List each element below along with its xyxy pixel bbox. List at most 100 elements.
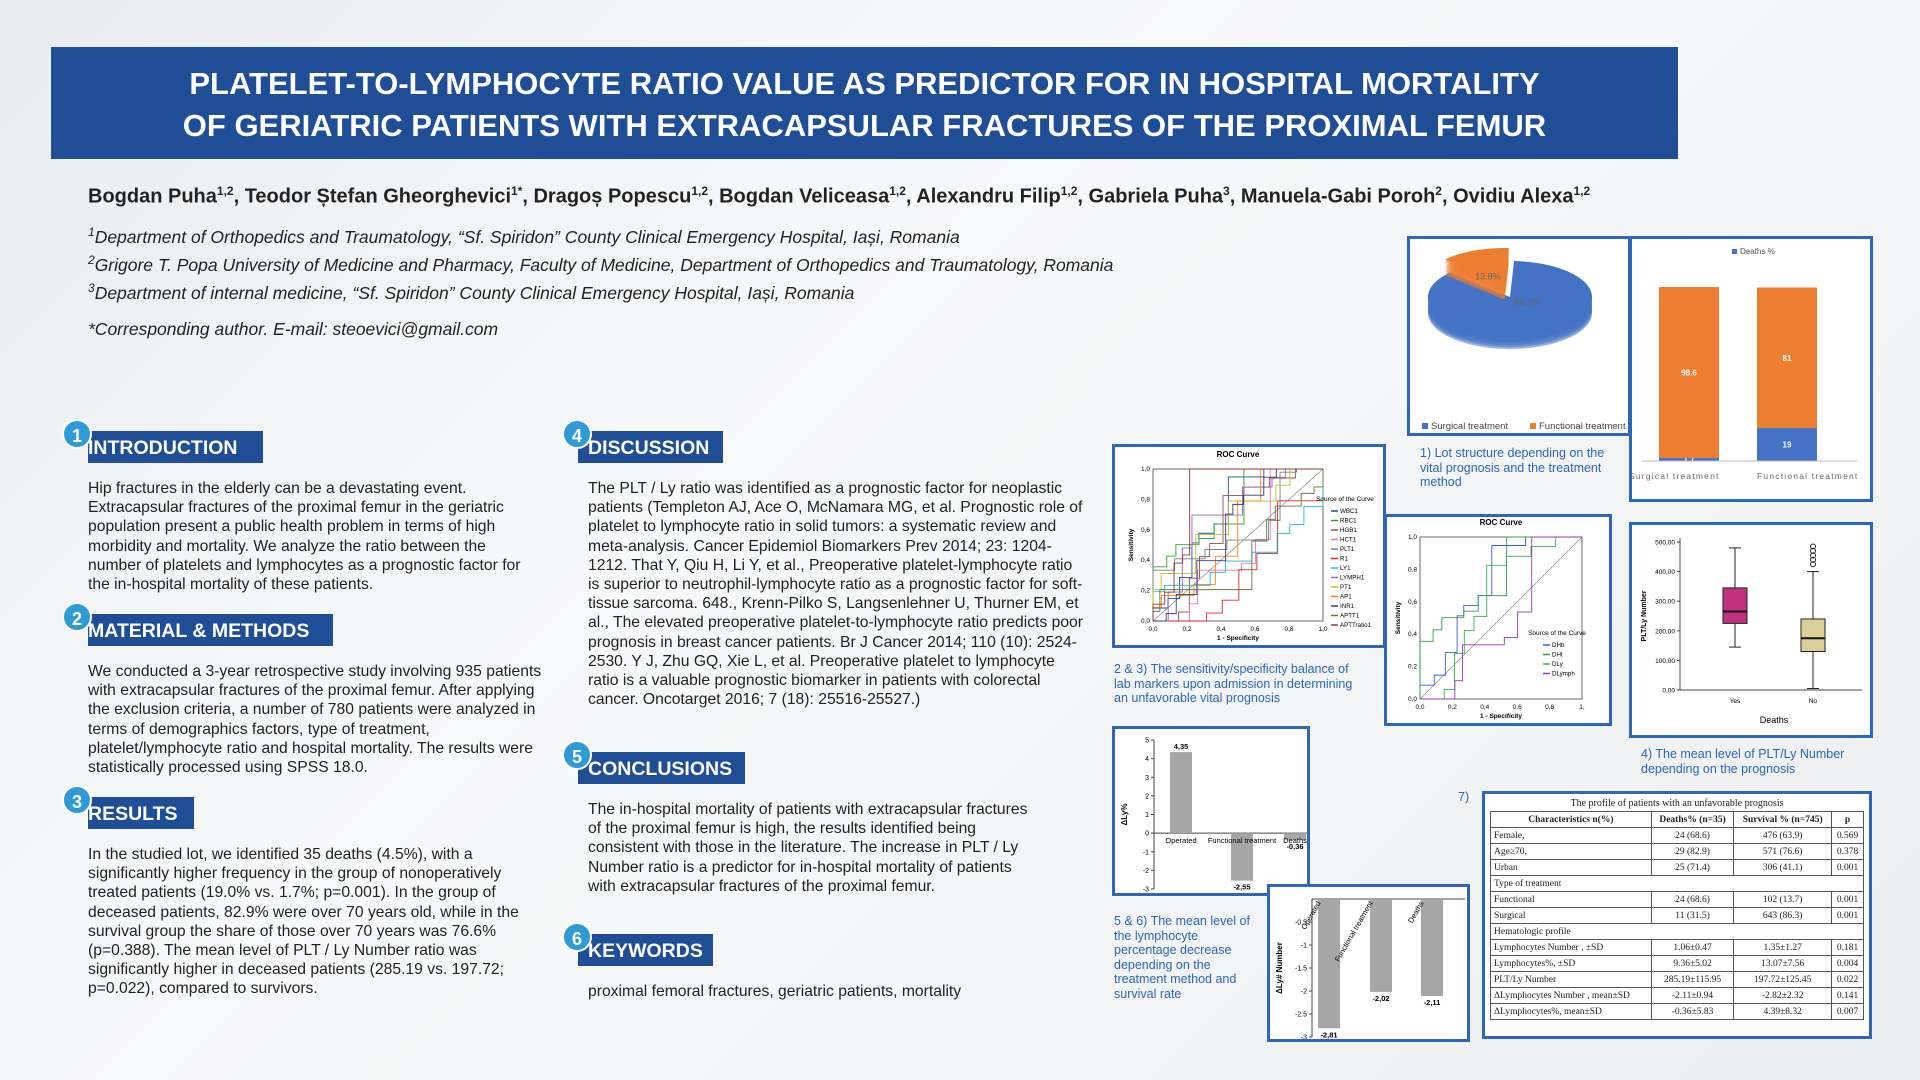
x-tick-label: 0,6	[1250, 626, 1259, 633]
category-label: Functional treatment	[1208, 836, 1277, 845]
box-plot: 0,00 100,00 200,00 300,00 400,00 500,00 PLT/Ly…	[1629, 522, 1873, 738]
table-cell: ΔLymphocytes Number , mean±SD	[1490, 987, 1652, 1004]
legend-label: APTTratio1	[1340, 622, 1372, 629]
value-label: 19	[1783, 441, 1792, 450]
x-axis-label: 1 - Specificity	[1217, 635, 1259, 642]
table-header-cell: Characteristics n(%)	[1490, 811, 1652, 828]
pie-slice	[1428, 261, 1592, 333]
stacked-bar-chart: Deaths % 1.7 98.6 Surgical treatment 19 81 Fun…	[1629, 236, 1873, 502]
table: Characteristics n(%) Deaths% (n=35) Surviv…	[1490, 811, 1864, 1020]
value-label: -2,11	[1424, 998, 1441, 1007]
y-tick-label: 2	[1145, 793, 1149, 800]
bar-segment	[1757, 287, 1817, 429]
section-number: 3	[62, 785, 92, 815]
section-text: The in-hospital mortality of patients wi…	[588, 801, 1028, 895]
table-row: Urban 25 (71.4) 306 (41.1) 0.001	[1490, 859, 1864, 876]
author-sup: 1,2	[691, 184, 708, 198]
y-tick-label: 4	[1145, 756, 1149, 763]
y-tick-label: 1,0	[1408, 534, 1417, 541]
table-cell: PLT/Ly Number	[1490, 971, 1652, 988]
legend-label: DLymph	[1552, 671, 1575, 678]
author-name: Bogdan Puha	[88, 185, 217, 208]
y-tick-label: 500,00	[1655, 540, 1675, 547]
section: 4 DISCUSSION The PLT / Ly ratio was identi…	[562, 419, 1083, 709]
legend-label: PT1	[1340, 584, 1352, 591]
table-cell: 4.39±8.32	[1733, 1003, 1833, 1020]
bar-segment	[1659, 458, 1719, 461]
table-cell: 0.569	[1831, 827, 1864, 844]
y-tick-label: -3	[1143, 887, 1149, 894]
value-label: -2,81	[1320, 1030, 1337, 1039]
roc-curve	[1420, 536, 1582, 700]
x-tick-label: 1,	[1579, 704, 1585, 711]
legend-title: Source of the Curve	[1528, 630, 1586, 637]
x-tick-label: 0,8	[1545, 704, 1554, 711]
author-sup: 1*	[511, 184, 523, 198]
affiliation: 2Grigore T. Popa University of Medicine …	[88, 253, 1113, 276]
legend-label: DLy	[1552, 661, 1564, 668]
x-tick-label: 0,0	[1148, 626, 1157, 633]
value-label: 86.2%	[1514, 297, 1540, 307]
bar	[1284, 833, 1306, 840]
outlier	[1810, 543, 1816, 550]
table-cell: 0.181	[1831, 939, 1864, 956]
caption: 4) The mean level of PLT/Ly Number depen…	[1641, 747, 1845, 776]
table-cell: Lymphocytes Number , ±SD	[1490, 939, 1652, 956]
category-label: Deaths	[1283, 836, 1307, 845]
section-heading: MATERIAL & METHODS	[88, 614, 333, 646]
table-row: Surgical 11 (31.5) 643 (86.3) 0.001	[1490, 907, 1864, 924]
y-tick-label: 1	[1145, 812, 1149, 819]
outlier	[1810, 552, 1816, 559]
section-heading: INTRODUCTION	[88, 431, 263, 463]
y-tick-label: -1.5	[1295, 966, 1307, 973]
table-cell: 0.004	[1831, 955, 1864, 972]
value-label: -2,02	[1372, 994, 1389, 1003]
y-tick-label: -0.5	[1295, 920, 1307, 927]
legend-label: WBC1	[1340, 508, 1358, 515]
value-label: 98.6	[1681, 369, 1697, 378]
affiliation: 1Department of Orthopedics and Traumatol…	[88, 225, 960, 248]
authors: Bogdan Puha1,2, Teodor Ștefan Gheorghevi…	[88, 184, 1590, 209]
table-cell: 571 (76.6)	[1733, 843, 1833, 860]
table-cell: 29 (82.9)	[1650, 843, 1735, 860]
table-cell: 0.022	[1831, 971, 1864, 988]
category-label: No	[1809, 698, 1818, 705]
value-label: 1.7	[1683, 456, 1695, 465]
y-tick-label: 0,2	[1408, 664, 1417, 671]
table-header-cell: Deaths% (n=35)	[1650, 811, 1735, 828]
section-heading: CONCLUSIONS	[578, 752, 745, 784]
x-axis-label: Deaths	[1760, 715, 1789, 725]
roc-curve	[1153, 468, 1323, 622]
title-line: OF GERIATRIC PATIENTS WITH EXTRACAPSULAR…	[182, 108, 1547, 143]
table-cell: 1.06±0.47	[1650, 939, 1735, 956]
table-row: PLT/Ly Number 285.19±115.95 197.72±125.45 0…	[1490, 971, 1864, 988]
legend-swatch	[1732, 249, 1737, 254]
section: 5 CONCLUSIONS The in-hospital mortality of…	[562, 740, 1038, 896]
table-row: Age≥70, 29 (82.9) 571 (76.6) 0.378	[1490, 843, 1864, 860]
table-cell: -2.82±2.32	[1733, 987, 1833, 1004]
y-tick-label: 100,00	[1655, 658, 1675, 665]
y-tick-label: -2	[1301, 989, 1307, 996]
author-name: , Ovidiu Alexa	[1441, 185, 1574, 208]
legend-label: APTT1	[1340, 613, 1360, 620]
y-tick-label: 0,2	[1141, 588, 1150, 595]
x-tick-label: 0,4	[1216, 626, 1225, 633]
section-text: proximal femoral fractures, geriatric pa…	[588, 983, 962, 1000]
y-tick-label: 300,00	[1655, 599, 1675, 606]
chart-title: ROC Curve	[1480, 518, 1523, 527]
y-tick-label: 0,0	[1141, 618, 1150, 625]
bar	[1318, 899, 1340, 1029]
table-cell: 13.07±7.56	[1733, 955, 1833, 972]
bar	[1370, 899, 1392, 992]
y-tick-label: 0,0	[1408, 696, 1417, 703]
affiliation-text: Department of Orthopedics and Traumatolo…	[94, 226, 960, 247]
reference-line	[1419, 536, 1583, 700]
roc-curve	[1153, 468, 1323, 622]
legend-swatch	[1422, 423, 1428, 429]
author-sup: 1,2	[1573, 184, 1591, 198]
category-label: Functional treatment	[1757, 471, 1858, 481]
y-tick-label: 0,8	[1408, 566, 1417, 573]
table-cell: -2.11±0.94	[1650, 987, 1735, 1004]
table-cell: Female,	[1490, 827, 1652, 844]
section: 3 RESULTS In the studied lot, we identifie…	[62, 785, 546, 999]
